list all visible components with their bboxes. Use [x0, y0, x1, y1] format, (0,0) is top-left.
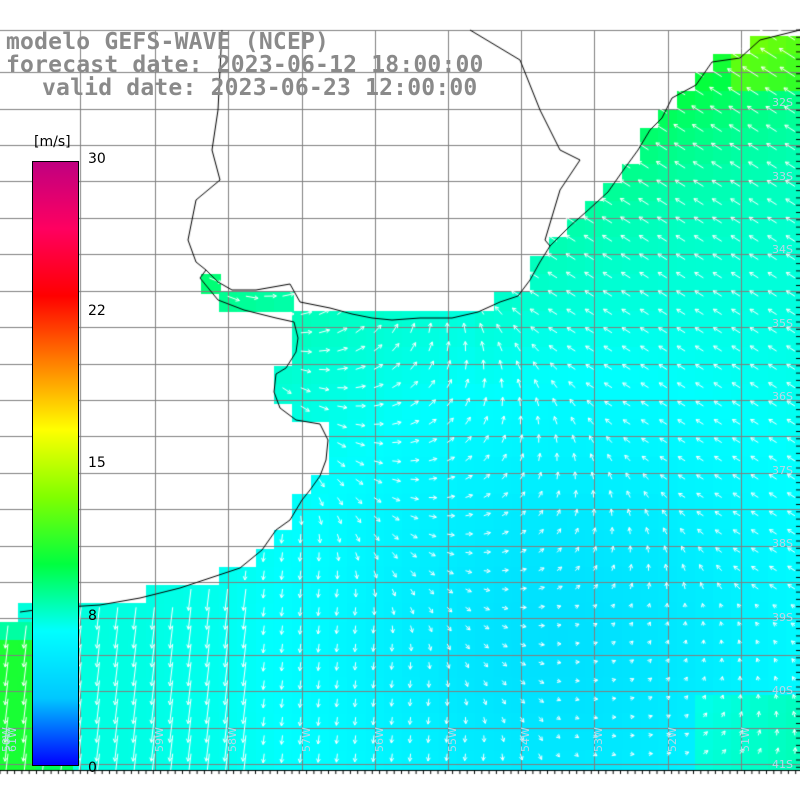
- longitude-label: 50W: [0, 727, 13, 752]
- model-title: modelo GEFS-WAVE (NCEP): [6, 29, 330, 55]
- latitude-label: 32S: [772, 96, 793, 109]
- colorbar-tick-label: 22: [88, 303, 106, 319]
- longitude-label: 57W: [300, 727, 313, 752]
- latitude-label: 39S: [772, 610, 793, 624]
- longitude-label: 56W: [373, 727, 386, 752]
- longitude-label: 54W: [519, 727, 532, 752]
- colorbar-tick-label: 15: [88, 455, 106, 471]
- colorbar-tick-label: 30: [88, 151, 106, 167]
- longitude-label: 59W: [153, 727, 166, 752]
- latitude-label: 37S: [772, 463, 793, 477]
- valid-date: valid date: 2023-06-23 12:00:00: [42, 75, 478, 101]
- colorbar: [32, 161, 79, 766]
- longitude-label: 53W: [592, 727, 605, 752]
- latitude-label: 33S: [772, 169, 793, 183]
- longitude-label: 52W: [666, 727, 679, 752]
- longitude-label: 55W: [446, 727, 459, 752]
- latitude-label: 41S: [772, 757, 793, 771]
- latitude-label: 34S: [772, 243, 793, 256]
- longitude-label: 51W: [739, 727, 752, 752]
- latitude-label: 40S: [772, 684, 793, 697]
- longitude-label: 58W: [226, 727, 239, 752]
- forecast-date: forecast date: 2023-06-12 18:00:00: [6, 52, 484, 78]
- colorbar-tick-label: 8: [88, 608, 97, 624]
- latitude-label: 38S: [772, 537, 793, 550]
- colorbar-tick-label: 0: [88, 760, 97, 776]
- latitude-label: 35S: [772, 316, 793, 330]
- latitude-label: 36S: [772, 390, 793, 403]
- colorbar-unit: [m/s]: [34, 134, 71, 150]
